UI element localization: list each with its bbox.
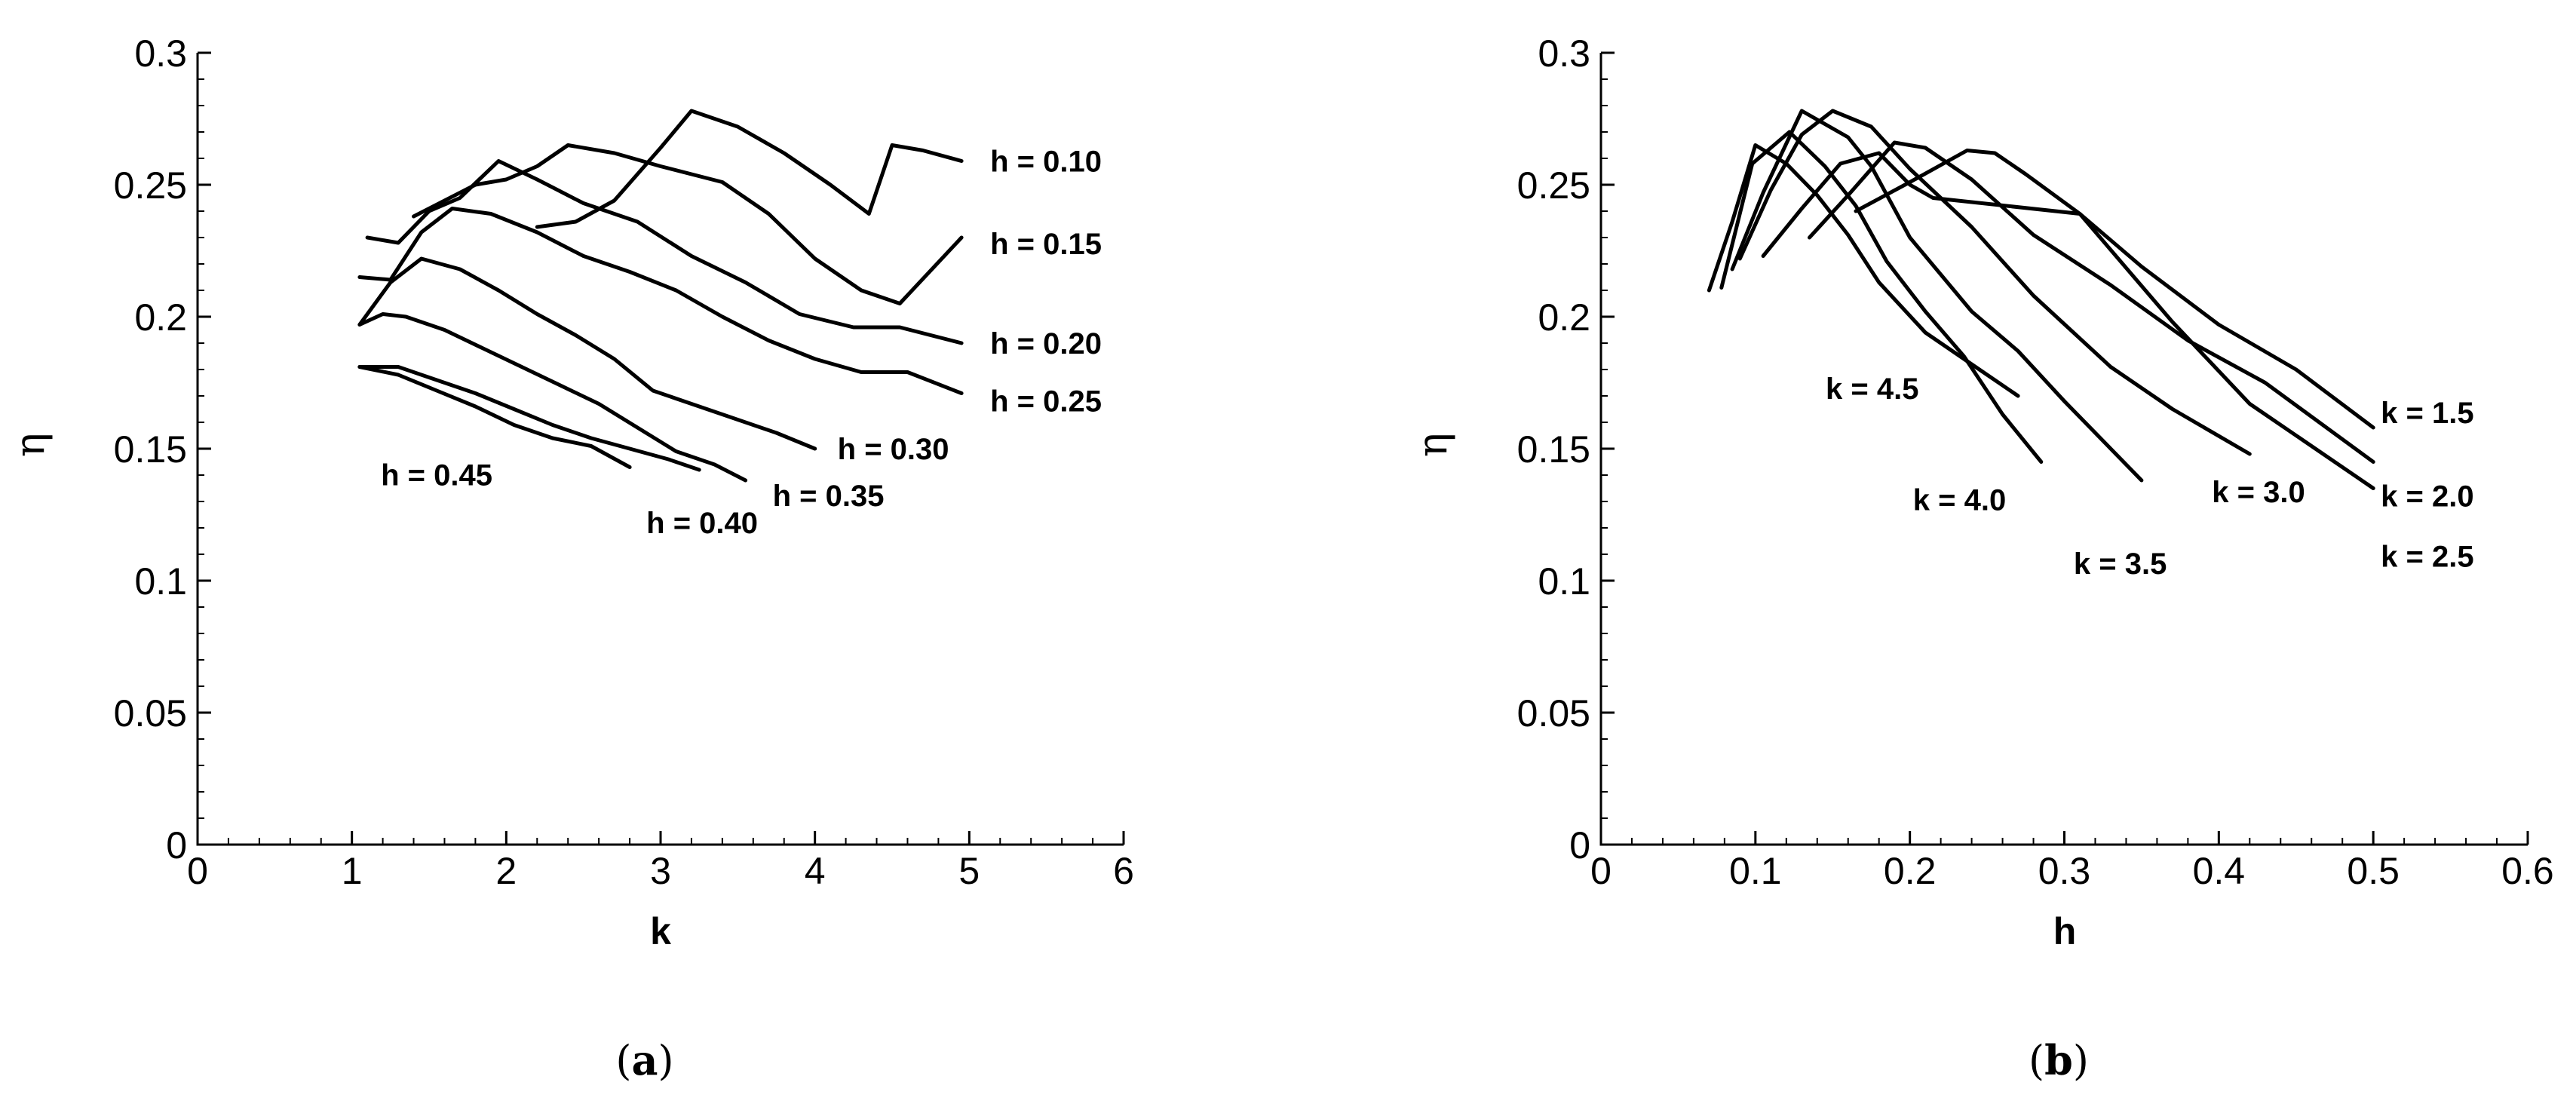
panel-a-x-tick-label: 3 — [650, 850, 671, 892]
panel-a-series-line — [357, 312, 748, 483]
panel-a-y-tick-label: 0.1 — [134, 560, 187, 603]
panel-b-y-tick-label: 0.05 — [1517, 692, 1590, 735]
panel-b-series-label: k = 2.0 — [2381, 480, 2473, 514]
panel-b-caption: (b) — [2029, 1036, 2089, 1084]
panel-a-x-axis-title: k — [650, 910, 671, 952]
panel-a-x-tick-label: 6 — [1113, 850, 1134, 892]
panel-a-y-tick-label: 0.3 — [134, 32, 187, 75]
panel-b-x-axis-title: h — [2053, 910, 2077, 952]
panel-b-series-label: k = 3.0 — [2212, 476, 2305, 509]
panel-b-series-line — [1730, 109, 2144, 483]
panel-b-series-label: k = 4.5 — [1826, 373, 1918, 406]
panel-a-series-line — [535, 109, 964, 229]
panel-a-series-line — [357, 207, 964, 395]
panel-a-series-line — [412, 143, 964, 305]
panel-a-y-tick-label: 0.2 — [134, 296, 187, 339]
panel-b-series-line — [1761, 151, 2375, 490]
panel-a-y-tick-label: 0.25 — [114, 164, 187, 207]
panel-b-y-axis-title: η — [1409, 433, 1456, 457]
panel-b-series-label: k = 3.5 — [2074, 547, 2167, 581]
panel-a-series-label: h = 0.20 — [990, 327, 1102, 360]
panel-a-y-tick-label: 0 — [166, 824, 187, 866]
panel-b-y-tick-label: 0 — [1569, 824, 1590, 866]
panel-a-caption: (a) — [615, 1036, 673, 1084]
panel-a-y-axis-title: η — [6, 433, 54, 457]
panel-b-series-label: k = 4.0 — [1913, 484, 2006, 517]
panel-b-series-line — [1737, 109, 2252, 456]
panel-a-chart: 0 1 2 3 4 5 6 0 0.05 0.1 0.15 0.2 0.25 0.3 k η h = 0.10 h… — [6, 32, 1134, 952]
panel-b-y-tick-label: 0.25 — [1517, 164, 1590, 207]
panel-a-series-line — [357, 256, 817, 451]
panel-a-y-tick-label: 0.15 — [114, 428, 187, 471]
panel-b-x-tick-label: 0.1 — [1729, 850, 1782, 892]
panel-a-series-label: h = 0.25 — [990, 385, 1102, 419]
panel-b-x-tick-label: 0.5 — [2347, 850, 2400, 892]
panel-b-y-tick-label: 0.3 — [1538, 32, 1590, 75]
panel-b-axes — [1599, 53, 2528, 846]
panel-b-chart: 0 0.1 0.2 0.3 0.4 0.5 0.6 0 0.05 0.1 0.15 0.2 0.25 0.… — [1409, 32, 2554, 952]
panel-b-series-line — [1707, 143, 2020, 398]
panel-a-series-label: h = 0.40 — [646, 507, 758, 540]
panel-a-series-line — [365, 159, 964, 345]
panel-b-x-tick-label: 0.3 — [2038, 850, 2091, 892]
panel-a-y-tick-label: 0.05 — [114, 692, 187, 735]
panel-a-series-label: h = 0.10 — [990, 146, 1102, 179]
panel-b-series-line — [1719, 130, 2044, 464]
panel-b-series-label: k = 1.5 — [2381, 397, 2473, 430]
panel-a-series-label: h = 0.30 — [838, 433, 949, 466]
panel-a-x-tick-label: 5 — [958, 850, 980, 892]
panel-a-series-label: h = 0.35 — [773, 480, 885, 513]
panel-b-x-tick-label: 0.4 — [2193, 850, 2246, 892]
panel-b-x-tick-label: 0.6 — [2501, 850, 2554, 892]
panel-b-series-line — [1854, 149, 2375, 430]
panel-a-series-label: h = 0.15 — [990, 228, 1102, 261]
panel-a-series-label: h = 0.45 — [381, 459, 492, 492]
panel-a-x-tick-label: 2 — [495, 850, 517, 892]
panel-a-x-tick-label: 4 — [805, 850, 826, 892]
panel-a-series-line — [357, 365, 701, 472]
panel-a-x-tick-label: 1 — [342, 850, 363, 892]
panel-a-x-tick-label: 0 — [187, 850, 208, 892]
panel-b-y-tick-label: 0.15 — [1517, 428, 1590, 471]
panel-b-y-tick-label: 0.1 — [1538, 560, 1590, 603]
panel-b-series-label: k = 2.5 — [2381, 541, 2473, 574]
panel-b-x-tick-label: 0 — [1590, 850, 1612, 892]
panel-a-series-line — [357, 365, 632, 469]
panel-b-y-tick-label: 0.2 — [1538, 296, 1590, 339]
panel-b-x-tick-label: 0.2 — [1884, 850, 1937, 892]
panel-a-axes — [196, 53, 1124, 846]
